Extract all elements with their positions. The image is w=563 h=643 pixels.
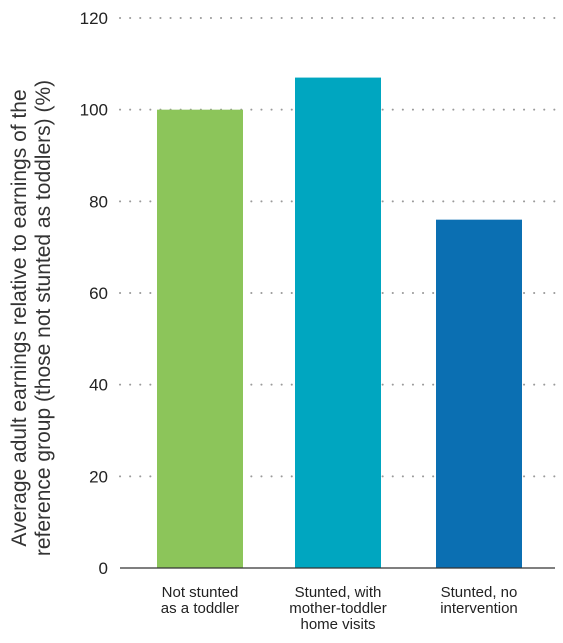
y-tick-label: 80 xyxy=(89,192,108,211)
category-label-line: mother-toddler xyxy=(289,600,387,617)
bars xyxy=(157,77,522,569)
y-tick-label: 40 xyxy=(89,376,108,395)
category-label-line: Stunted, with xyxy=(295,584,382,601)
y-tick-label: 100 xyxy=(80,101,108,120)
category-label: Not stunted as a toddler xyxy=(161,584,239,617)
category-label-line: intervention xyxy=(440,600,518,617)
bar xyxy=(436,219,522,568)
y-tick-label: 60 xyxy=(89,284,108,303)
y-axis-title-line: Average adult earnings relative to earni… xyxy=(8,89,31,546)
category-label-line: Not stunted xyxy=(162,584,239,601)
bar xyxy=(157,109,243,569)
y-axis-title: Average adult earnings relative to earni… xyxy=(8,80,55,556)
y-tick-label: 120 xyxy=(80,9,108,28)
category-label-line: as a toddler xyxy=(161,600,239,617)
category-label-line: Stunted, no xyxy=(441,584,518,601)
y-tick-label: 0 xyxy=(99,559,108,578)
bar xyxy=(295,77,381,568)
y-axis-label: Average adult earnings relative to earni… xyxy=(8,80,55,556)
category-label-line: home visits xyxy=(300,616,375,633)
category-labels: Not stunted as a toddler Stunted, with moth… xyxy=(161,584,518,633)
y-tick-label: 20 xyxy=(89,467,108,486)
y-tick-labels: 0 20 40 60 80 100 120 xyxy=(80,9,108,578)
category-label: Stunted, with mother-toddler home visits xyxy=(289,584,387,633)
y-axis-title-line: reference group (those not stunted as to… xyxy=(32,80,55,556)
category-label: Stunted, no intervention xyxy=(440,584,518,617)
